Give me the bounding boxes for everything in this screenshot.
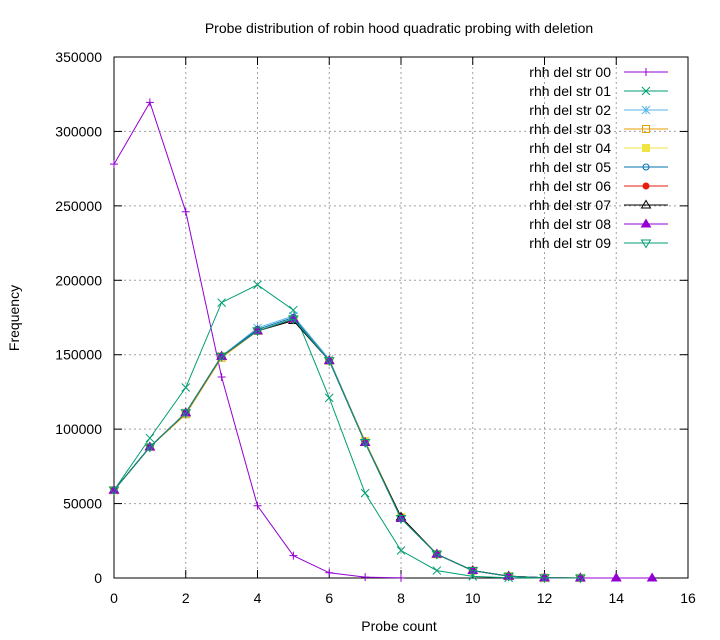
x-axis-label: Probe count [361,618,437,634]
x-tick-label: 12 [537,590,553,606]
series-group [108,98,658,584]
y-tick-label: 250000 [55,198,102,214]
y-tick-label: 150000 [55,347,102,363]
data-point [640,239,652,249]
data-point [253,280,262,290]
series-6 [110,316,584,582]
x-tick-label: 16 [680,590,696,606]
data-point [539,574,550,584]
data-point [108,486,120,496]
series-2 [109,311,585,583]
data-point [252,327,263,337]
data-point [323,357,335,367]
data-point [325,568,334,577]
chart-title: Probe distribution of robin hood quadrat… [205,20,593,36]
series-line [113,319,581,579]
data-point [395,514,407,524]
series-3 [110,314,585,582]
data-point [610,572,622,582]
x-tick-label: 2 [182,590,190,606]
data-point [467,567,479,577]
legend-label: rhh del str 05 [529,159,611,175]
data-point [396,546,406,555]
series-line [113,318,581,579]
x-tick-label: 4 [254,590,262,606]
data-point [397,573,405,582]
y-axis-ticks: 0 50000 100000 150000 200000 250000 300000 3500… [55,49,688,586]
data-point [361,573,370,582]
data-point [431,550,443,560]
data-point [287,315,299,325]
data-point [360,488,370,498]
data-point [253,501,262,510]
legend-label: rhh del str 02 [529,102,611,118]
data-point [640,218,652,228]
legend-label: rhh del str 08 [529,216,611,232]
y-tick-label: 50000 [63,496,102,512]
x-tick-label: 8 [397,590,405,606]
series-1 [109,280,549,583]
data-point [145,433,155,443]
data-point [503,572,515,582]
legend-label: rhh del str 00 [529,64,611,80]
data-point [180,409,192,419]
series-line [113,318,581,579]
x-tick-label: 10 [465,590,481,606]
y-tick-label: 100000 [55,421,102,437]
data-point [216,352,228,362]
data-point [217,373,226,382]
series-line [113,319,617,579]
data-point [217,298,226,307]
data-point [640,199,652,209]
y-tick-label: 350000 [55,49,102,65]
data-point [646,572,658,582]
series-5 [110,314,584,582]
x-tick-label: 0 [110,590,118,606]
legend: rhh del str 00 rhh del str 01 rhh del str … [529,64,668,251]
data-point [641,105,651,115]
legend-label: rhh del str 03 [529,121,611,137]
data-point [432,566,442,575]
data-point [642,163,650,171]
data-point [642,68,650,76]
data-point [324,393,334,403]
data-point [641,86,651,96]
legend-label: rhh del str 04 [529,140,611,156]
data-point [144,443,156,453]
y-tick-label: 0 [94,570,102,586]
series-0 [110,98,405,582]
x-tick-label: 6 [325,590,333,606]
legend-label: rhh del str 07 [529,197,611,213]
data-point [359,439,371,449]
series-line [113,318,653,579]
series-line [113,318,581,579]
series-4 [110,314,585,582]
data-point [289,551,298,560]
y-tick-label: 200000 [55,272,102,288]
series-line [113,315,581,579]
legend-label: rhh del str 09 [529,235,611,251]
series-9 [108,315,586,584]
data-point [642,125,650,133]
series-line [113,316,581,579]
data-point [145,98,154,107]
y-axis-label: Frequency [6,285,22,351]
x-tick-label: 14 [608,590,624,606]
data-point [110,160,118,169]
data-point [181,207,190,216]
data-point [181,383,191,392]
y-tick-label: 300000 [55,123,102,139]
grid [114,57,688,578]
data-point [574,574,586,584]
legend-label: rhh del str 06 [529,178,611,194]
data-point [642,182,650,190]
legend-label: rhh del str 01 [529,83,611,99]
data-point [642,144,650,152]
x-axis-ticks: 0 2 4 6 8 10 12 14 16 [110,57,696,606]
